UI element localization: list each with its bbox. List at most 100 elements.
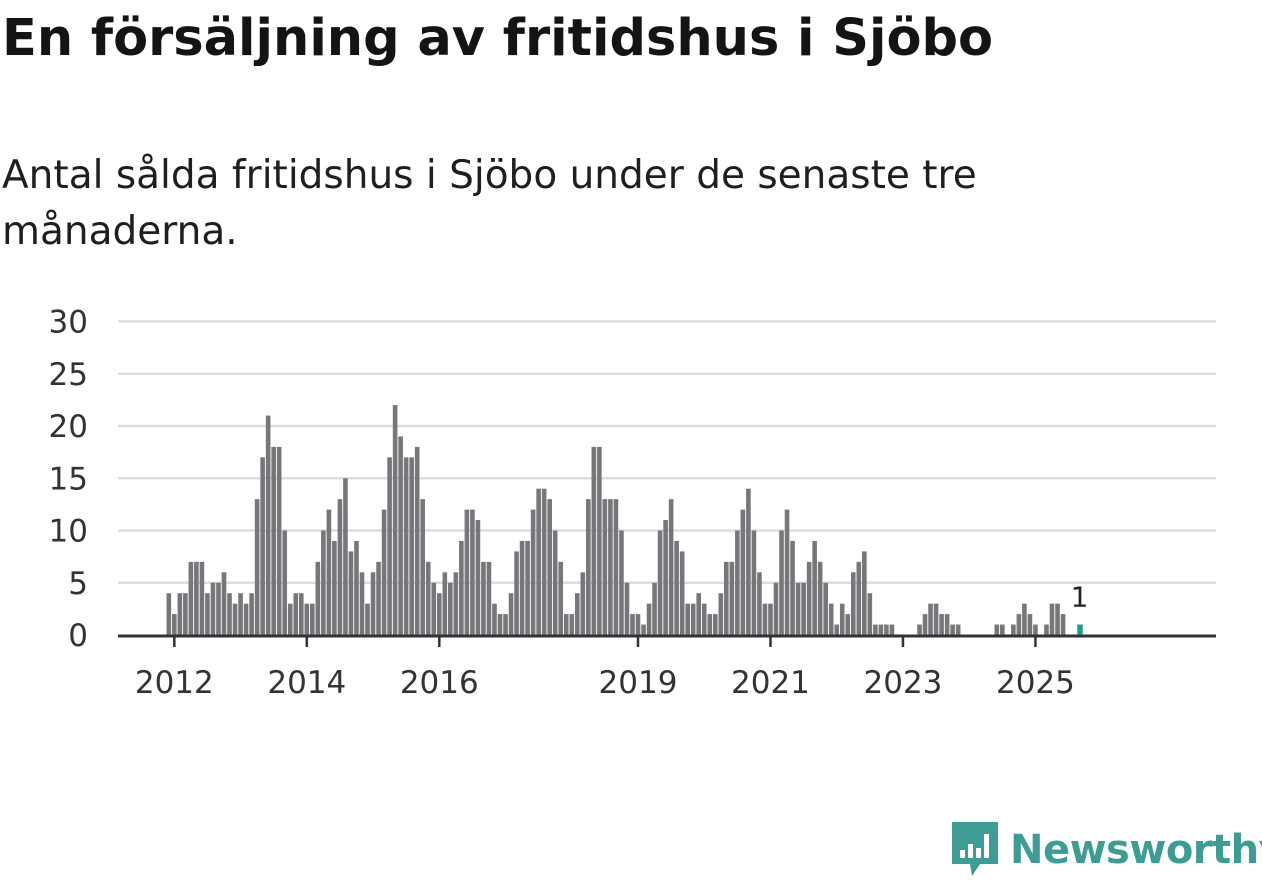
bar <box>199 561 205 635</box>
bar <box>757 572 762 635</box>
bar <box>701 603 707 635</box>
y-tick-label: 20 <box>49 409 88 445</box>
bar <box>249 593 254 635</box>
bar <box>939 614 944 635</box>
bar <box>674 540 679 635</box>
bar <box>922 614 928 635</box>
y-tick-label: 5 <box>68 566 88 602</box>
bar <box>337 499 343 635</box>
bar <box>282 530 288 635</box>
bar <box>646 603 652 635</box>
bar <box>188 561 194 635</box>
bar <box>1011 624 1016 635</box>
bar <box>795 582 801 635</box>
bar <box>1049 603 1055 635</box>
bar <box>690 603 696 635</box>
bar <box>751 530 757 635</box>
bar <box>641 624 646 635</box>
bar <box>519 540 525 635</box>
bar <box>823 582 828 635</box>
bar <box>436 593 442 635</box>
x-tick-label: 2019 <box>599 665 678 701</box>
bar <box>630 614 635 635</box>
bar <box>287 603 293 635</box>
bar <box>470 509 475 635</box>
bar <box>453 572 459 635</box>
bar <box>541 488 547 635</box>
bar <box>878 624 884 635</box>
bar <box>944 614 950 635</box>
bar <box>486 561 492 635</box>
bars <box>166 405 1083 635</box>
x-tick-label: 2021 <box>731 665 810 701</box>
bar <box>828 603 834 635</box>
bar <box>205 593 210 635</box>
bar <box>619 530 624 635</box>
bar <box>177 593 183 635</box>
bar <box>227 593 232 635</box>
bar <box>663 520 668 635</box>
bar <box>735 530 740 635</box>
bar <box>817 561 823 635</box>
bar <box>304 603 310 635</box>
bar <box>298 593 304 635</box>
bar <box>856 561 862 635</box>
y-tick-label: 10 <box>49 514 88 550</box>
bar <box>172 614 177 635</box>
bar <box>276 446 282 635</box>
bar <box>271 446 276 635</box>
x-tick-label: 2023 <box>864 665 943 701</box>
bar <box>1033 624 1038 635</box>
bar <box>685 603 690 635</box>
bar <box>884 624 889 635</box>
bar <box>265 415 271 635</box>
y-tick-label: 15 <box>49 461 88 497</box>
bar <box>724 561 729 635</box>
bar <box>194 561 199 635</box>
bar <box>657 530 663 635</box>
bar <box>332 540 337 635</box>
bar <box>994 624 1000 635</box>
x-tick-label: 2012 <box>135 665 214 701</box>
bar <box>508 593 514 635</box>
bar <box>712 614 718 635</box>
bar <box>448 582 453 635</box>
bar <box>525 540 530 635</box>
bar <box>773 582 779 635</box>
bar <box>321 530 326 635</box>
bar <box>492 603 497 635</box>
bar <box>696 593 702 635</box>
bar <box>1055 603 1060 635</box>
logo-text: Newsworthy <box>1010 827 1262 873</box>
bar <box>459 540 464 635</box>
bar <box>475 520 481 635</box>
bar <box>464 509 470 635</box>
bar <box>232 603 238 635</box>
bar <box>889 624 895 635</box>
bar <box>310 603 315 635</box>
bar <box>790 540 795 635</box>
x-axis-ticks: 2012 2014 2016 2019 2021 2023 2025 <box>135 636 1075 701</box>
bar <box>784 509 790 635</box>
bar <box>574 593 580 635</box>
bar <box>613 499 619 635</box>
bar <box>679 551 685 635</box>
bar <box>1044 624 1049 635</box>
bar <box>586 499 591 635</box>
bar <box>530 509 536 635</box>
bar <box>381 509 387 635</box>
bar <box>420 499 426 635</box>
bar <box>348 551 354 635</box>
x-tick-label: 2025 <box>996 665 1075 701</box>
bar <box>602 499 608 635</box>
bar <box>431 582 437 635</box>
bar <box>260 457 265 635</box>
bar <box>812 540 817 635</box>
bar <box>238 593 243 635</box>
bar <box>569 614 575 635</box>
chart-title: En försäljning av fritidshus i Sjöbo <box>2 9 994 68</box>
bar <box>392 405 398 635</box>
bar <box>597 446 602 635</box>
bar <box>497 614 503 635</box>
bar <box>503 614 508 635</box>
